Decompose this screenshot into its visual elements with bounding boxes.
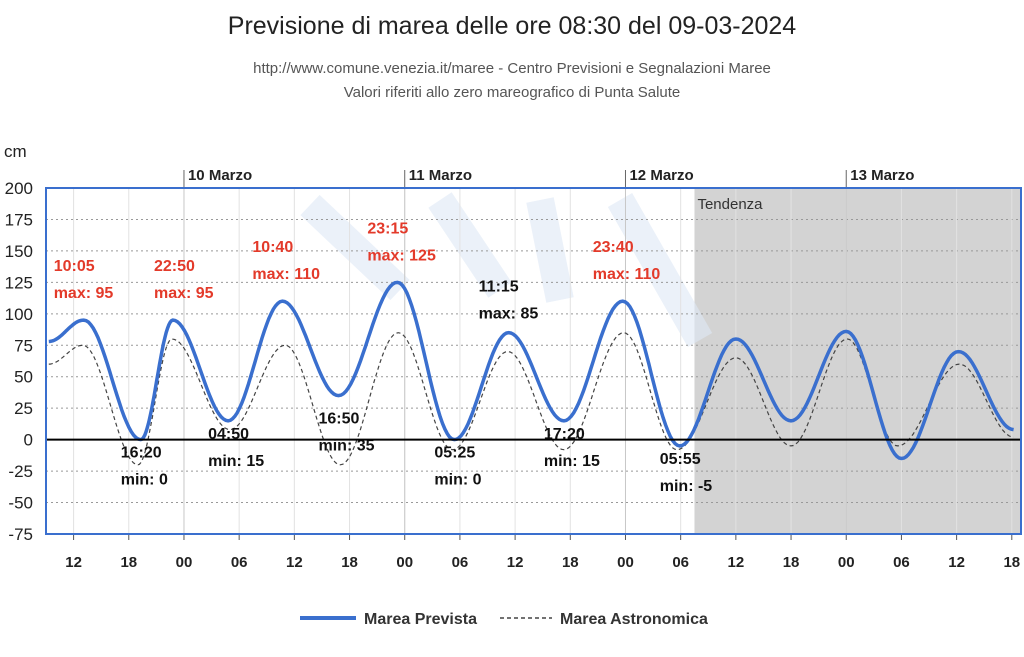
legend-label-forecast: Marea Prevista: [364, 611, 477, 628]
annotation-time: 23:15: [367, 220, 408, 237]
series-line-forecast: [48, 280, 1014, 461]
x-tick-label: 18: [341, 554, 358, 571]
annotation-value: max: 95: [154, 285, 214, 302]
x-tick-label: 06: [672, 554, 689, 571]
reference-note: Valori riferiti allo zero mareografico d…: [343, 84, 681, 101]
day-label: 12 Marzo: [629, 167, 693, 184]
x-tick-label: 00: [396, 554, 413, 571]
source-url: http://www.comune.venezia.it/maree - Cen…: [253, 60, 771, 77]
annotation-time: 05:55: [660, 451, 701, 468]
annotation-time: 17:20: [544, 426, 585, 443]
annotation-value: max: 85: [479, 306, 539, 323]
x-tick-label: 12: [286, 554, 303, 571]
annotation-value: max: 110: [593, 266, 661, 283]
y-tick-label: 125: [5, 273, 33, 292]
day-label: 13 Marzo: [850, 167, 914, 184]
y-tick-label: -50: [8, 494, 33, 513]
x-tick-label: 18: [120, 554, 137, 571]
watermark-stroke: [526, 197, 574, 303]
x-tick-label: 12: [65, 554, 82, 571]
watermark-stroke: [428, 192, 512, 298]
day-label: 11 Marzo: [409, 167, 472, 184]
x-tick-label: 12: [728, 554, 745, 571]
annotation-time: 10:05: [54, 258, 95, 275]
x-tick-label: 12: [507, 554, 524, 571]
chart-title: Previsione di marea delle ore 08:30 del …: [227, 12, 797, 40]
annotation-value: min: 35: [319, 438, 375, 455]
tendency-region: [694, 188, 1021, 534]
annotation-value: min: 15: [544, 453, 600, 470]
x-tick-label: 18: [562, 554, 579, 571]
annotation-time: 23:40: [593, 239, 634, 256]
y-tick-label: 0: [24, 431, 33, 450]
y-tick-label: 25: [14, 399, 33, 418]
x-tick-label: 06: [893, 554, 910, 571]
annotation-time: 16:20: [121, 445, 162, 462]
x-tick-label: 18: [783, 554, 800, 571]
watermark-stroke: [607, 193, 713, 347]
annotation-time: 04:50: [208, 426, 249, 443]
tendency-label: Tendenza: [697, 196, 763, 213]
x-tick-label: 12: [948, 554, 965, 571]
y-axis-unit-label: cm: [4, 142, 27, 161]
plot-frame: [45, 187, 1022, 535]
x-tick-label: 18: [1003, 554, 1020, 571]
y-tick-label: 150: [5, 242, 33, 261]
y-tick-label: 100: [5, 305, 33, 324]
x-tick-label: 00: [838, 554, 855, 571]
x-tick-label: 00: [617, 554, 634, 571]
annotation-time: 05:25: [434, 445, 475, 462]
x-tick-label: 00: [176, 554, 193, 571]
x-tick-label: 06: [231, 554, 248, 571]
y-tick-label: -25: [8, 462, 33, 481]
y-tick-label: 75: [14, 336, 33, 355]
annotation-value: min: -5: [660, 478, 713, 495]
annotation-value: max: 110: [252, 266, 320, 283]
annotation-time: 10:40: [252, 239, 293, 256]
watermark-stroke: [300, 194, 410, 301]
annotation-value: min: 0: [121, 472, 168, 489]
annotation-time: 16:50: [319, 411, 360, 428]
annotation-time: 11:15: [479, 279, 519, 296]
legend-label-astronomic: Marea Astronomica: [560, 611, 708, 628]
annotation-value: max: 125: [367, 247, 436, 264]
annotation-value: min: 15: [208, 453, 264, 470]
y-tick-label: -75: [8, 525, 33, 544]
x-tick-label: 06: [452, 554, 469, 571]
series-line-astronomic: [48, 332, 1014, 466]
y-tick-label: 50: [14, 368, 33, 387]
annotation-time: 22:50: [154, 258, 195, 275]
y-tick-label: 200: [5, 179, 33, 198]
day-label: 10 Marzo: [188, 167, 252, 184]
legend: Marea Prevista Marea Astronomica: [300, 611, 708, 628]
annotation-value: max: 95: [54, 285, 114, 302]
annotation-value: min: 0: [434, 472, 481, 489]
y-tick-label: 175: [5, 210, 33, 229]
